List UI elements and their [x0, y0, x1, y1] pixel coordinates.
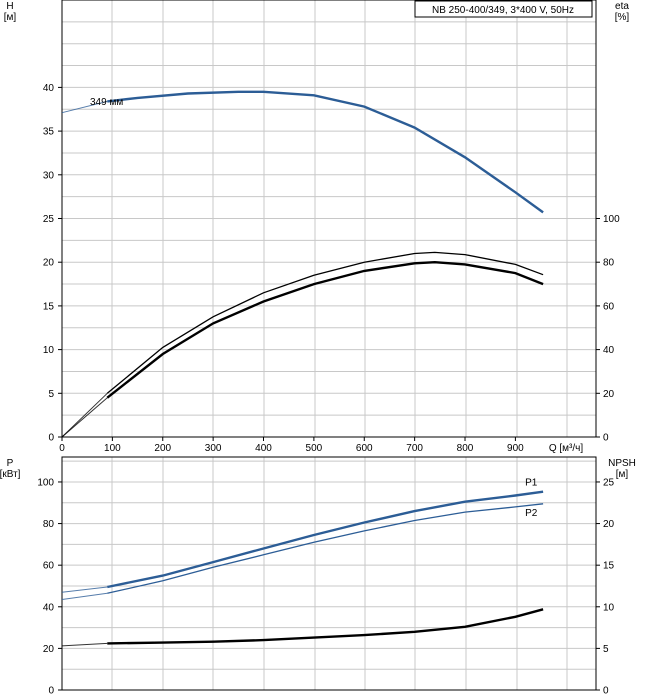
right-tick-label: 25	[603, 477, 615, 488]
right-axis-unit: [м]	[616, 469, 629, 480]
right-tick-label: 5	[603, 644, 609, 655]
impeller-diameter-label: 349 мм	[90, 97, 123, 108]
left-tick-label: 80	[43, 519, 55, 530]
series-line-1-2	[107, 608, 544, 645]
series-line-start-0-2	[61, 397, 108, 438]
series-label-p2: P2	[525, 508, 538, 519]
right-tick-label: 0	[603, 686, 609, 697]
plot-frame	[61, 456, 597, 691]
left-tick-label: 0	[48, 433, 54, 444]
left-tick-label: 20	[43, 258, 55, 269]
left-tick-label: 40	[43, 602, 55, 613]
right-axis-title: eta	[615, 1, 629, 12]
series-line-0-0	[107, 90, 544, 214]
left-tick-label: 15	[43, 301, 55, 312]
left-tick-label: 40	[43, 83, 55, 94]
x-tick-label: 100	[104, 443, 121, 454]
x-tick-label: 900	[507, 443, 524, 454]
series-line-1-0	[107, 490, 544, 589]
series-label-p1: P1	[525, 478, 538, 489]
x-tick-label: 500	[306, 443, 323, 454]
title-box	[414, 0, 593, 18]
left-tick-label: 10	[43, 345, 55, 356]
x-tick-label: 300	[205, 443, 222, 454]
series-line-start-0-0	[61, 100, 108, 114]
left-axis-unit: [м]	[4, 12, 17, 23]
right-tick-label: 15	[603, 561, 615, 572]
left-tick-label: 60	[43, 561, 55, 572]
x-tick-label: 400	[255, 443, 272, 454]
right-tick-label: 20	[603, 519, 615, 530]
right-tick-label: 80	[603, 258, 615, 269]
right-tick-label: 20	[603, 389, 615, 400]
chart-title: NB 250-400/349, 3*400 V, 50Hz	[432, 5, 574, 16]
right-tick-label: 60	[603, 301, 615, 312]
left-tick-label: 5	[48, 389, 54, 400]
series-line-start-1-2	[61, 642, 108, 647]
series-line-start-0-1	[61, 392, 108, 438]
series-line-start-1-0	[61, 586, 108, 593]
left-tick-label: 35	[43, 127, 55, 138]
series-line-1-1	[107, 503, 544, 594]
left-axis-unit: [кВт]	[0, 469, 21, 480]
x-axis-label: Q [м³/ч]	[549, 443, 584, 454]
right-axis-unit: [%]	[615, 12, 630, 23]
left-tick-label: 30	[43, 170, 55, 181]
series-line-start-1-1	[61, 592, 108, 600]
right-tick-label: 0	[603, 433, 609, 444]
series-line-0-1	[106, 251, 544, 394]
x-tick-label: 0	[59, 443, 65, 454]
right-axis-title: NPSH	[608, 458, 636, 469]
left-axis-title: H	[6, 1, 13, 12]
left-axis-title: P	[7, 458, 14, 469]
left-tick-label: 25	[43, 214, 55, 225]
x-tick-label: 700	[406, 443, 423, 454]
right-tick-label: 100	[603, 214, 620, 225]
x-tick-label: 800	[457, 443, 474, 454]
x-tick-label: 600	[356, 443, 373, 454]
series-line-0-2	[106, 260, 544, 399]
left-tick-label: 0	[48, 686, 54, 697]
right-tick-label: 10	[603, 602, 615, 613]
left-tick-label: 100	[37, 477, 54, 488]
right-tick-label: 40	[603, 345, 615, 356]
x-tick-label: 200	[154, 443, 171, 454]
left-tick-label: 20	[43, 644, 55, 655]
